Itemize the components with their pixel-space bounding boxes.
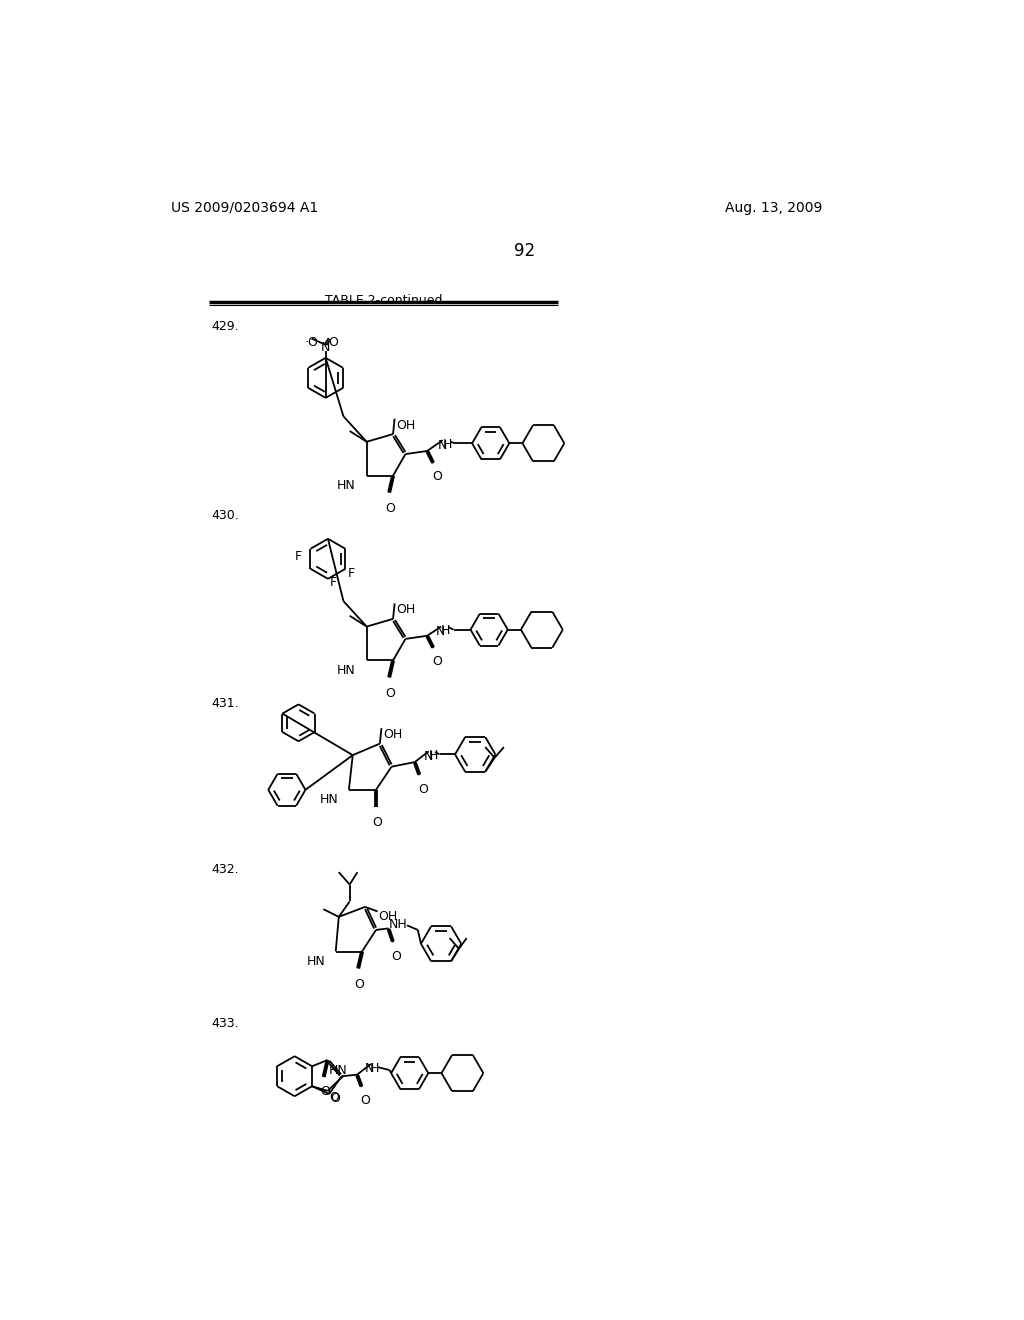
Text: OH: OH bbox=[396, 603, 416, 616]
Text: O: O bbox=[385, 502, 395, 515]
Text: 92: 92 bbox=[514, 242, 536, 260]
Text: O: O bbox=[432, 655, 441, 668]
Text: HN: HN bbox=[329, 1064, 348, 1077]
Text: N: N bbox=[423, 750, 433, 763]
Text: O: O bbox=[418, 783, 428, 796]
Text: O: O bbox=[330, 1093, 340, 1105]
Text: Aug. 13, 2009: Aug. 13, 2009 bbox=[725, 201, 822, 215]
Text: H: H bbox=[429, 748, 438, 762]
Text: F: F bbox=[330, 576, 337, 589]
Text: OH: OH bbox=[383, 729, 402, 742]
Text: US 2009/0203694 A1: US 2009/0203694 A1 bbox=[171, 201, 317, 215]
Text: HN: HN bbox=[337, 664, 356, 677]
Text: HN: HN bbox=[306, 954, 325, 968]
Text: OH: OH bbox=[378, 909, 397, 923]
Text: 429.: 429. bbox=[212, 321, 240, 333]
Text: ·O: ·O bbox=[305, 335, 318, 348]
Text: TABLE 2-continued: TABLE 2-continued bbox=[325, 294, 442, 308]
Text: O: O bbox=[319, 1085, 330, 1098]
Text: HN: HN bbox=[319, 793, 338, 807]
Text: O: O bbox=[329, 1090, 339, 1104]
Text: F: F bbox=[295, 549, 302, 562]
Text: O: O bbox=[432, 470, 441, 483]
Text: N: N bbox=[435, 626, 445, 638]
Text: F: F bbox=[348, 568, 355, 581]
Text: O: O bbox=[385, 686, 395, 700]
Text: H: H bbox=[442, 438, 452, 451]
Text: O: O bbox=[360, 1094, 370, 1107]
Text: O: O bbox=[391, 950, 401, 964]
Text: O: O bbox=[354, 978, 365, 991]
Text: N: N bbox=[438, 440, 447, 453]
Text: 433.: 433. bbox=[212, 1016, 240, 1030]
Text: O: O bbox=[329, 335, 339, 348]
Text: O: O bbox=[372, 816, 382, 829]
Text: 430.: 430. bbox=[212, 508, 240, 521]
Text: 432.: 432. bbox=[212, 863, 240, 876]
Text: HN: HN bbox=[337, 479, 356, 492]
Text: NH: NH bbox=[388, 917, 408, 931]
Text: 431.: 431. bbox=[212, 697, 240, 710]
Text: N: N bbox=[321, 341, 331, 354]
Text: H: H bbox=[441, 624, 451, 638]
Text: H: H bbox=[371, 1061, 380, 1074]
Text: N: N bbox=[365, 1063, 374, 1076]
Text: OH: OH bbox=[396, 418, 416, 432]
